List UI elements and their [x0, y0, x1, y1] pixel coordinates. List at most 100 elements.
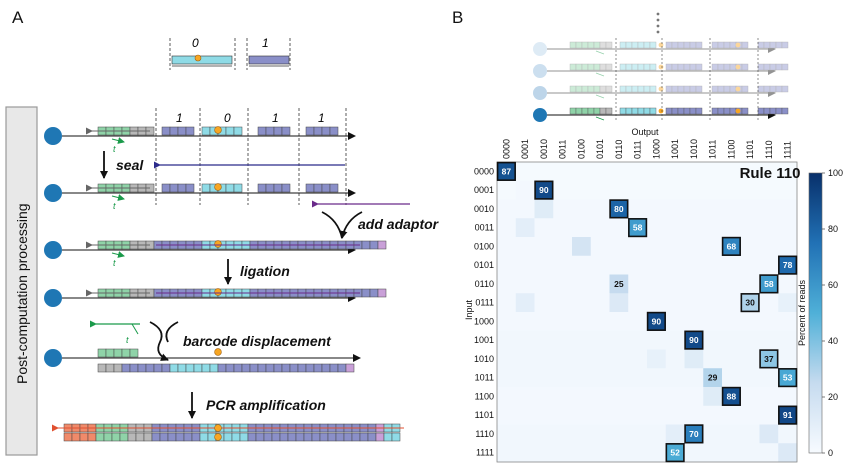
- heatmap-cell: [553, 293, 573, 313]
- heatmap-cell: [778, 199, 798, 219]
- heatmap-cell: [778, 368, 798, 388]
- heatmap-cell: [572, 443, 592, 463]
- heatmap-cell: [497, 180, 517, 200]
- row-tick-label: 1001: [474, 335, 494, 345]
- heatmap-cell: [778, 293, 798, 313]
- row-tick-label: 1010: [474, 354, 494, 364]
- heatmap-cell: [722, 368, 742, 388]
- heatmap-cell: [684, 237, 704, 257]
- bit-example-zero: 0: [192, 36, 199, 50]
- heatmap: 87 90 80 58 68 78 25 58 30 90 90 37 29 53 88 91 70 52 0000…: [474, 139, 798, 463]
- highlight-box: [684, 424, 704, 444]
- colorbar-tick-label: 40: [828, 336, 838, 346]
- heatmap-cell: [609, 368, 629, 388]
- heatmap-cell: [722, 405, 742, 425]
- heatmap-cell: [609, 180, 629, 200]
- heatmap-cell: [722, 349, 742, 369]
- heatmap-cell: [740, 274, 760, 294]
- heatmap-cell: [553, 368, 573, 388]
- row-tick-label: 1110: [475, 429, 494, 439]
- heatmap-cell: [553, 443, 573, 463]
- heatmap-cell: [740, 387, 760, 407]
- heatmap-cell: [609, 312, 629, 332]
- heatmap-cell: [684, 312, 704, 332]
- heatmap-cell: [534, 180, 554, 200]
- heatmap-cell: [665, 405, 685, 425]
- cell-value-label: 58: [764, 279, 774, 289]
- heatmap-cell: [647, 199, 667, 219]
- heatmap-cell: [778, 180, 798, 200]
- col-tick-label: 1110: [764, 140, 774, 159]
- heatmap-cell: [497, 218, 517, 238]
- heatmap-cell: [534, 405, 554, 425]
- row-tick-label: 0001: [474, 185, 494, 195]
- heatmap-cell: [703, 443, 723, 463]
- row-tick-label: 0010: [474, 204, 494, 214]
- heatmap-cell: [647, 368, 667, 388]
- heatmap-cell: [684, 424, 704, 444]
- row-tick-label: 1011: [475, 373, 494, 383]
- cell-value-label: 30: [745, 298, 755, 308]
- heatmap-cell: [759, 368, 779, 388]
- colorbar-tick-label: 80: [828, 224, 838, 234]
- heatmap-cell: [534, 387, 554, 407]
- heatmap-cell: [740, 330, 760, 350]
- heatmap-cell: [590, 312, 610, 332]
- heatmap-cell: [497, 349, 517, 369]
- heatmap-cell: [628, 162, 648, 182]
- heatmap-cell: [515, 199, 535, 219]
- heatmap-cell: [647, 312, 667, 332]
- col-tick-label: 0011: [558, 140, 568, 159]
- heatmap-cell: [590, 293, 610, 313]
- heatmap-cell: [740, 199, 760, 219]
- col-tick-label: 1000: [651, 139, 661, 159]
- heatmap-cell: [703, 368, 723, 388]
- orange-marker-icon: [214, 424, 222, 432]
- heatmap-cell: [553, 180, 573, 200]
- cell-value-label: 90: [689, 335, 699, 345]
- heatmap-cell: [515, 443, 535, 463]
- cell-value-label: 58: [633, 223, 643, 233]
- bead-icon: [44, 241, 62, 259]
- heatmap-cell: [722, 293, 742, 313]
- heatmap-cell: [740, 443, 760, 463]
- highlight-box: [778, 255, 798, 275]
- svg-text:t: t: [126, 335, 129, 345]
- heatmap-cell: [534, 443, 554, 463]
- heatmap-cell: [628, 443, 648, 463]
- heatmap-cell: [722, 274, 742, 294]
- top-bit-1: 1: [176, 111, 183, 125]
- heatmap-cell: [590, 180, 610, 200]
- heatmap-cell: [609, 387, 629, 407]
- strand-row: [44, 348, 361, 373]
- highlight-box: [759, 349, 779, 369]
- heatmap-cell: [647, 237, 667, 257]
- heatmap-cell: [628, 368, 648, 388]
- highlight-box: [759, 274, 779, 294]
- colorbar-tick-label: 20: [828, 392, 838, 402]
- heatmap-cell: [647, 405, 667, 425]
- heatmap-cell: [609, 199, 629, 219]
- heatmap-cell: [740, 237, 760, 257]
- heatmap-cell: [665, 443, 685, 463]
- heatmap-cell: [609, 162, 629, 182]
- heatmap-cell: [778, 349, 798, 369]
- highlight-box: [721, 386, 741, 406]
- col-tick-label: 1010: [689, 139, 699, 159]
- orange-marker-icon: [735, 42, 741, 48]
- row-tick-label: 0100: [474, 241, 494, 251]
- highlight-box: [684, 330, 704, 350]
- y-axis-label: Input: [464, 299, 474, 320]
- displaced-barcode: t: [90, 320, 140, 345]
- heatmap-cell: [534, 349, 554, 369]
- heatmap-cell: [722, 199, 742, 219]
- highlight-box: [778, 405, 798, 425]
- orange-marker-icon: [214, 183, 222, 191]
- heatmap-cell: [703, 405, 723, 425]
- row-tick-label: 0101: [474, 260, 494, 270]
- heatmap-cell: [590, 255, 610, 275]
- heatmap-cell: [703, 237, 723, 257]
- heatmap-cell: [534, 293, 554, 313]
- mini-strand: [533, 85, 789, 100]
